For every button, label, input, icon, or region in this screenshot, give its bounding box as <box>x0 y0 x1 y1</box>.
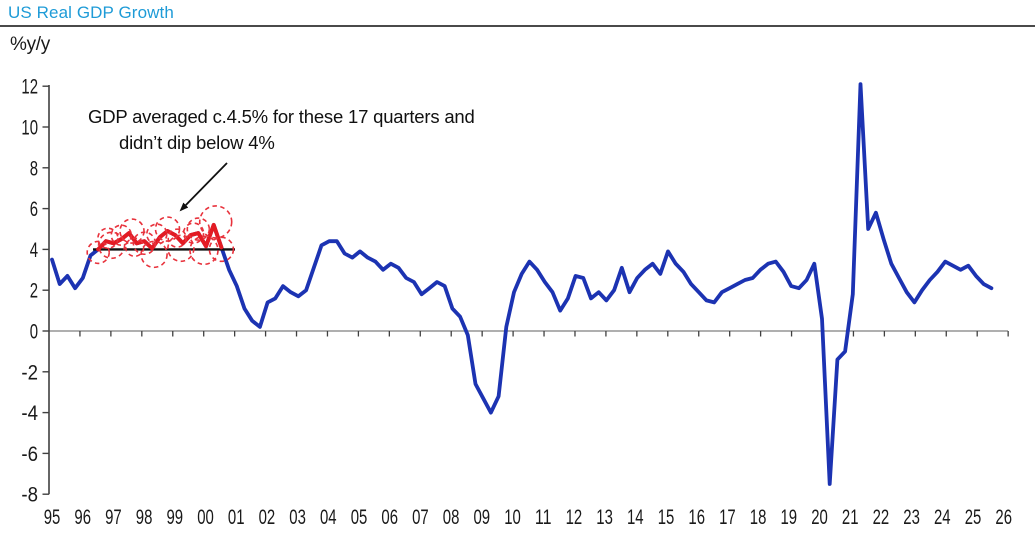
x-tick-label: 01 <box>228 506 245 529</box>
highlight-circle <box>140 240 168 269</box>
x-tick-label: 97 <box>105 506 122 529</box>
x-tick-label: 14 <box>627 506 644 529</box>
highlight-circle <box>146 223 168 245</box>
y-tick-label: 10 <box>21 117 38 140</box>
y-tick-label: -8 <box>21 484 38 507</box>
title-underline-rule <box>0 25 1035 27</box>
x-tick-label: 12 <box>566 506 583 529</box>
y-axis-unit-label: %y/y <box>10 34 50 55</box>
x-tick-label: 08 <box>443 506 460 529</box>
highlight-circle <box>167 228 187 248</box>
highlight-circle <box>167 234 195 263</box>
highlight-circle <box>182 222 205 244</box>
highlight-circle <box>208 236 235 263</box>
x-tick-label: 02 <box>259 506 276 529</box>
x-tick-label: 05 <box>351 506 368 529</box>
y-tick-label: 12 <box>21 76 38 99</box>
x-tick-label: 22 <box>873 506 890 529</box>
annotation-line-1: GDP averaged c.4.5% for these 17 quarter… <box>88 106 475 127</box>
x-tick-label: 04 <box>320 506 337 529</box>
x-tick-label: 13 <box>596 506 613 529</box>
x-tick-label: 21 <box>842 506 859 529</box>
y-tick-label: -4 <box>21 402 38 425</box>
y-tick-label: 0 <box>30 321 38 344</box>
y-tick-label: 6 <box>30 198 38 221</box>
x-tick-label: 07 <box>412 506 429 529</box>
x-tick-label: 19 <box>781 506 798 529</box>
x-tick-label: 03 <box>289 506 306 529</box>
x-tick-label: 96 <box>74 506 91 529</box>
y-tick-label: 4 <box>30 239 39 262</box>
x-tick-label: 20 <box>811 506 828 529</box>
x-tick-label: 24 <box>934 506 951 529</box>
x-tick-label: 98 <box>136 506 153 529</box>
annotation-callout: GDP averaged c.4.5% for these 17 quarter… <box>88 104 475 156</box>
x-tick-label: 18 <box>750 506 767 529</box>
highlight-circle <box>186 217 211 241</box>
x-tick-label: 17 <box>719 506 736 529</box>
y-tick-label: -2 <box>21 361 38 384</box>
x-tick-label: 10 <box>504 506 521 529</box>
y-tick-label: 2 <box>30 280 38 303</box>
x-tick-label: 06 <box>381 506 398 529</box>
y-tick-label: -6 <box>21 443 38 466</box>
chart-title: US Real GDP Growth <box>8 3 174 22</box>
highlight-circle <box>119 218 145 244</box>
x-tick-label: 00 <box>197 506 214 529</box>
highlight-circle <box>189 235 219 266</box>
x-tick-label: 09 <box>474 506 491 529</box>
x-tick-label: 99 <box>167 506 184 529</box>
x-tick-label: 95 <box>44 506 61 529</box>
highlight-circle <box>110 224 133 246</box>
x-tick-label: 23 <box>903 506 920 529</box>
highlight-circle <box>132 231 157 256</box>
x-tick-label: 15 <box>658 506 675 529</box>
x-tick-label: 11 <box>535 506 552 529</box>
x-tick-label: 16 <box>688 506 705 529</box>
x-tick-label: 25 <box>965 506 982 529</box>
highlight-circle <box>97 227 119 250</box>
annotation-line-2: didn’t dip below 4% <box>119 132 275 153</box>
y-tick-label: 8 <box>30 157 38 180</box>
x-tick-label: 26 <box>995 506 1012 529</box>
annotation-arrow <box>179 162 228 212</box>
